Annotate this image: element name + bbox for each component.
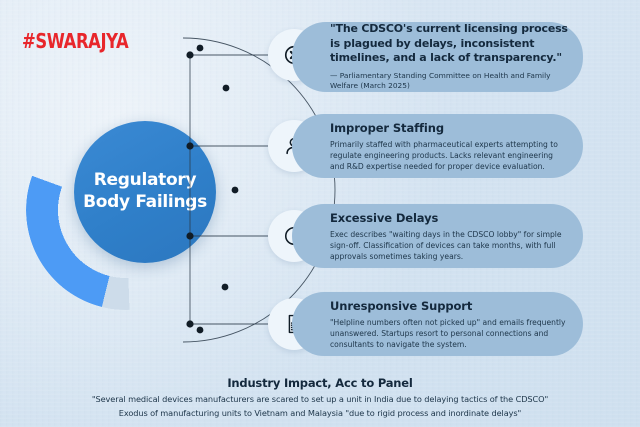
- card-unresponsive-support: Unresponsive Support "Helpline numbers o…: [292, 292, 583, 356]
- card-body: Exec describes "waiting days in the CDSC…: [330, 229, 562, 261]
- card-quote: "The CDSCO's current licensing process i…: [292, 22, 583, 92]
- card-quote-attribution: — Parliamentary Standing Committee on He…: [330, 70, 551, 91]
- swarajya-logo: #SWARAJYA: [22, 29, 129, 53]
- footer-title: Industry Impact, Acc to Panel: [227, 376, 413, 390]
- card-body: "Helpline numbers often not picked up" a…: [330, 317, 566, 349]
- card-quote-text: "The CDSCO's current licensing process i…: [330, 22, 568, 65]
- hub-label: Regulatory Body Failings: [80, 170, 210, 214]
- hub-circle: Regulatory Body Failings: [74, 121, 216, 263]
- card-improper-staffing: Improper Staffing Primarily staffed with…: [292, 114, 583, 178]
- card-title: Excessive Delays: [330, 210, 439, 225]
- card-body: Primarily staffed with pharmaceutical ex…: [330, 139, 558, 171]
- footer: Industry Impact, Acc to Panel "Several m…: [0, 376, 640, 418]
- card-title: Unresponsive Support: [330, 298, 473, 313]
- footer-line-1: "Several medical devices manufacturers a…: [91, 394, 549, 404]
- footer-line-2: Exodus of manufacturing units to Vietnam…: [118, 408, 522, 418]
- hub-label-line2: Body Failings: [83, 192, 207, 212]
- card-excessive-delays: Excessive Delays Exec describes "waiting…: [292, 204, 583, 268]
- card-title: Improper Staffing: [330, 120, 444, 135]
- hub-label-line1: Regulatory: [93, 170, 197, 191]
